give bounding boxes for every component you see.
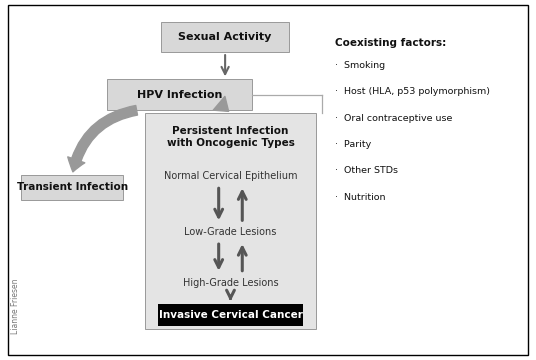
Text: ·  Other STDs: · Other STDs xyxy=(335,166,398,175)
Bar xyxy=(158,304,303,326)
Text: ·  Host (HLA, p53 polymorphism): · Host (HLA, p53 polymorphism) xyxy=(335,87,490,96)
FancyArrowPatch shape xyxy=(213,96,228,111)
Bar xyxy=(107,79,252,110)
Text: High-Grade Lesions: High-Grade Lesions xyxy=(183,278,278,288)
Text: ·  Oral contraceptive use: · Oral contraceptive use xyxy=(335,114,452,123)
Text: Invasive Cervical Cancer: Invasive Cervical Cancer xyxy=(159,310,302,320)
Text: Sexual Activity: Sexual Activity xyxy=(178,32,272,42)
Text: Coexisting factors:: Coexisting factors: xyxy=(335,38,446,48)
Text: ·  Smoking: · Smoking xyxy=(335,61,385,70)
Text: Normal Cervical Epithelium: Normal Cervical Epithelium xyxy=(163,171,297,181)
Text: ·  Nutrition: · Nutrition xyxy=(335,193,385,202)
Text: HPV Infection: HPV Infection xyxy=(137,90,222,99)
Text: Lianne Friesen: Lianne Friesen xyxy=(11,278,19,334)
Text: Persistent Infection
with Oncogenic Types: Persistent Infection with Oncogenic Type… xyxy=(167,126,294,148)
Text: ·  Parity: · Parity xyxy=(335,140,371,149)
Bar xyxy=(145,113,316,329)
FancyArrowPatch shape xyxy=(68,105,138,172)
Text: Transient Infection: Transient Infection xyxy=(17,182,128,192)
Bar xyxy=(161,22,289,52)
Text: Low-Grade Lesions: Low-Grade Lesions xyxy=(184,227,277,237)
Bar xyxy=(21,175,123,200)
